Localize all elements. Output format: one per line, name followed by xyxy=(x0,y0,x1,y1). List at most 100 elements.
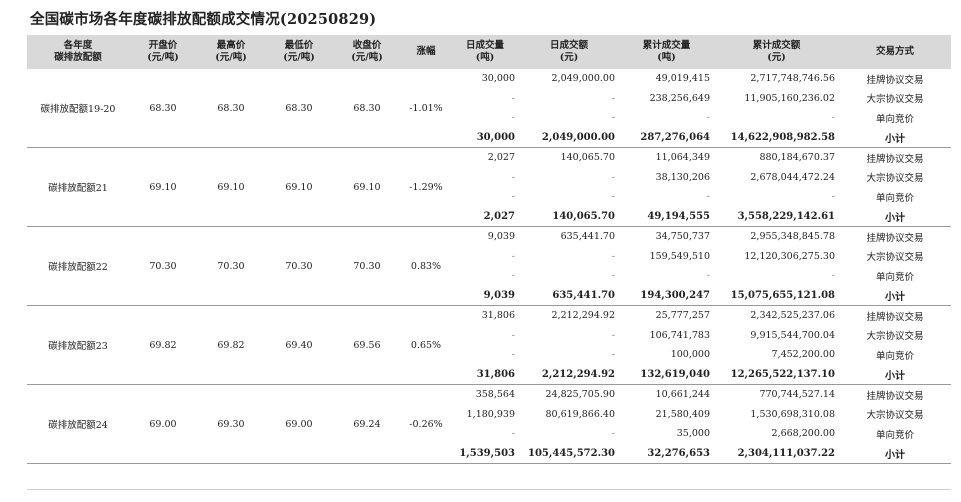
high-price-cell: 70.30 xyxy=(197,226,265,306)
day-amount-cell: 140,065.70 xyxy=(519,206,619,227)
low-price-cell: 70.30 xyxy=(265,226,333,306)
day-volume-cell: - xyxy=(511,329,515,341)
cum-amount-cell: 15,075,655,121.08 xyxy=(714,285,839,306)
day-amount-cell: 140,065.70 xyxy=(560,152,615,164)
cum-volume-cell: 34,750,737 xyxy=(655,231,710,243)
low-price-cell: 68.30 xyxy=(265,69,333,148)
method-cell: 大宗协议交易 xyxy=(866,410,924,422)
day-amount-cell: - xyxy=(611,428,615,440)
table-row: 碳排放配额24 69.00 69.30 69.00 69.24 -0.26% 358,564… xyxy=(27,384,951,464)
method-cell: 大宗协议交易 xyxy=(866,94,924,106)
header-product: 各年度 碳排放配额 xyxy=(27,35,129,69)
method-cell: 单向竞价 xyxy=(875,350,914,362)
day-volume-cell: 31,806 xyxy=(451,364,519,385)
method-cell: 单向竞价 xyxy=(875,429,914,441)
header-day-volume: 日成交量 (吨) xyxy=(451,35,519,69)
table-row: - - 100,000 7,452,200.00 单向竞价 xyxy=(27,345,951,365)
cum-volume-cell: 132,619,040 xyxy=(619,364,714,385)
cum-amount-cell: 2,304,111,037.22 xyxy=(714,443,839,464)
method-cell: 小计 xyxy=(839,285,951,306)
cum-volume-cell: 25,777,257 xyxy=(655,310,710,322)
day-volume-cell: 2,027 xyxy=(487,152,515,164)
cum-amount-cell: 770,744,527.14 xyxy=(759,389,835,401)
trading-table: 各年度 碳排放配额 开盘价 (元/吨) 最高价 (元/吨) 最低价 (元/吨) 收盘价(… xyxy=(27,35,951,464)
day-amount-cell: - xyxy=(611,112,615,124)
method-cell: 单向竞价 xyxy=(875,192,914,204)
cum-amount-cell: 12,120,306,275.30 xyxy=(744,250,835,262)
high-price-cell: 69.30 xyxy=(197,384,265,464)
day-amount-cell: 24,825,705.90 xyxy=(545,389,615,401)
table-row: - - 35,000 2,668,200.00 单向竞价 xyxy=(27,424,951,444)
day-amount-cell: 80,619,866.40 xyxy=(545,408,615,420)
change-cell: -1.01% xyxy=(401,69,451,148)
cum-amount-cell: - xyxy=(831,270,835,282)
subtotal-row: 1,539,503 105,445,572.30 32,276,653 2,304,1… xyxy=(27,443,951,464)
cum-volume-cell: 11,064,349 xyxy=(655,152,710,164)
method-cell: 大宗协议交易 xyxy=(866,173,924,185)
close-price-cell: 69.24 xyxy=(333,384,401,464)
day-amount-cell: - xyxy=(611,250,615,262)
high-price-cell: 68.30 xyxy=(197,69,265,148)
open-price-cell: 68.30 xyxy=(129,69,197,148)
header-day-amount: 日成交额 (元) xyxy=(519,35,619,69)
low-price-cell: 69.00 xyxy=(265,384,333,464)
day-amount-cell: 635,441.70 xyxy=(560,231,615,243)
day-amount-cell: 2,212,294.92 xyxy=(551,310,615,322)
cum-volume-cell: 35,000 xyxy=(676,428,710,440)
change-cell: 0.65% xyxy=(401,305,451,385)
day-amount-cell: - xyxy=(611,171,615,183)
cum-amount-cell: 9,915,544,700.04 xyxy=(750,329,835,341)
cum-amount-cell: 2,955,348,845.78 xyxy=(750,231,835,243)
open-price-cell: 69.10 xyxy=(129,147,197,227)
cum-amount-cell: 12,265,522,137.10 xyxy=(714,364,839,385)
table-body: 碳排放配额19-20 68.30 68.30 68.30 68.30 -1.01% 30,0… xyxy=(27,69,951,464)
day-volume-cell: 31,806 xyxy=(481,310,515,322)
product-cell: 碳排放配额22 xyxy=(27,226,129,306)
day-volume-cell: 358,564 xyxy=(475,389,515,401)
method-cell: 大宗协议交易 xyxy=(866,252,924,264)
cum-volume-cell: 100,000 xyxy=(670,349,710,361)
table-row: 碳排放配额23 69.82 69.82 69.40 69.56 0.65% 31,806 2,… xyxy=(27,305,951,385)
day-volume-cell: 1,539,503 xyxy=(451,443,519,464)
close-price-cell: 69.10 xyxy=(333,147,401,227)
day-amount-cell: - xyxy=(611,191,615,203)
cum-amount-cell: 7,452,200.00 xyxy=(771,349,835,361)
method-cell: 小计 xyxy=(839,443,951,464)
table-row: - - 38,130,206 2,678,044,472.24 大宗协议交易 xyxy=(27,168,951,188)
product-cell: 碳排放配额24 xyxy=(27,384,129,464)
change-cell: -0.26% xyxy=(401,384,451,464)
product-cell: 碳排放配额21 xyxy=(27,147,129,227)
day-volume-cell: - xyxy=(511,112,515,124)
day-amount-cell: - xyxy=(611,349,615,361)
cum-volume-cell: 287,276,064 xyxy=(619,127,714,148)
day-volume-cell: 30,000 xyxy=(451,127,519,148)
cum-volume-cell: - xyxy=(706,112,710,124)
day-amount-cell: - xyxy=(611,270,615,282)
day-amount-cell: 635,441.70 xyxy=(519,285,619,306)
table-row: 碳排放配额22 70.30 70.30 70.30 70.30 0.83% 9,039 635… xyxy=(27,226,951,306)
day-volume-cell: 30,000 xyxy=(481,73,515,85)
high-price-cell: 69.82 xyxy=(197,305,265,385)
cum-volume-cell: 32,276,653 xyxy=(619,443,714,464)
cum-volume-cell: 106,741,783 xyxy=(649,329,710,341)
cum-volume-cell: 194,300,247 xyxy=(619,285,714,306)
open-price-cell: 70.30 xyxy=(129,226,197,306)
bottom-divider xyxy=(27,489,951,490)
change-cell: -1.29% xyxy=(401,147,451,227)
cum-volume-cell: 159,549,510 xyxy=(649,250,710,262)
table-row: - - 159,549,510 12,120,306,275.30 大宗协议交易 xyxy=(27,247,951,267)
cum-volume-cell: 10,661,244 xyxy=(655,389,710,401)
subtotal-row: 30,000 2,049,000.00 287,276,064 14,622,908,… xyxy=(27,127,951,148)
day-volume-cell: 1,180,939 xyxy=(466,408,515,420)
cum-volume-cell: - xyxy=(706,270,710,282)
day-amount-cell: - xyxy=(611,92,615,104)
header-cum-volume: 累计成交量 (吨) xyxy=(619,35,714,69)
method-cell: 挂牌协议交易 xyxy=(866,390,924,402)
cum-amount-cell: - xyxy=(831,191,835,203)
header-method: 交易方式 xyxy=(839,35,951,69)
low-price-cell: 69.10 xyxy=(265,147,333,227)
method-cell: 大宗协议交易 xyxy=(866,331,924,343)
subtotal-row: 2,027 140,065.70 49,194,555 3,558,229,142.6… xyxy=(27,206,951,227)
day-volume-cell: 2,027 xyxy=(451,206,519,227)
day-volume-cell: - xyxy=(511,250,515,262)
